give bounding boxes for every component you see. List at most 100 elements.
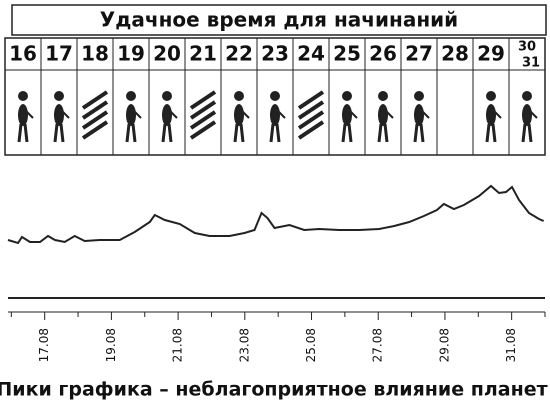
calendar-frame — [4, 37, 546, 156]
pictogram-leg — [53, 123, 59, 143]
stripe — [81, 120, 109, 140]
pictogram-arm — [382, 107, 394, 119]
pictogram-head — [234, 91, 244, 101]
pictogram-leg — [341, 123, 347, 143]
day-number: 29 — [477, 42, 505, 66]
pictogram-body — [378, 104, 388, 126]
pictogram-arm — [490, 107, 502, 119]
pictogram-body — [414, 104, 424, 126]
day-number: 17 — [45, 42, 73, 66]
pictogram-leg — [161, 123, 167, 143]
stripe — [297, 90, 325, 110]
pictogram-body — [234, 104, 244, 126]
day-number: 20 — [153, 42, 181, 66]
pictogram-leg — [383, 123, 389, 143]
day-number: 24 — [297, 42, 325, 66]
pictogram-head — [162, 91, 172, 101]
pictogram-body — [54, 104, 64, 126]
pictogram-head — [486, 91, 496, 101]
day-number: 23 — [261, 42, 289, 66]
pictogram-head — [54, 91, 64, 101]
pictogram-arm — [22, 107, 34, 119]
stripe — [189, 100, 217, 120]
day-number: 22 — [225, 42, 253, 66]
pictogram-body — [486, 104, 496, 126]
day-number: 25 — [333, 42, 361, 66]
day-number: 27 — [405, 42, 433, 66]
x-tick-label: 25.08 — [304, 328, 318, 362]
x-tick-label: 17.08 — [37, 328, 51, 362]
pictogram-leg — [59, 123, 65, 143]
x-tick-label: 27.08 — [371, 328, 385, 362]
pictogram-head — [342, 91, 352, 101]
pictogram-leg — [23, 123, 29, 143]
pictogram-head — [522, 91, 532, 101]
pictogram-leg — [419, 123, 425, 143]
day-number: 21 — [189, 42, 217, 66]
pictogram-arm — [418, 107, 430, 119]
pictogram-head — [18, 91, 28, 101]
pictogram-leg — [131, 123, 137, 143]
stripe — [189, 110, 217, 130]
day-number: 28 — [441, 42, 469, 66]
data-line — [7, 184, 545, 245]
pictogram-leg — [17, 123, 23, 143]
stripe — [81, 100, 109, 120]
title: Удачное время для начинаний — [100, 8, 458, 32]
pictogram-arm — [274, 107, 286, 119]
day-number: 31 — [522, 56, 540, 71]
pictogram-head — [126, 91, 136, 101]
x-tick-label: 21.08 — [171, 328, 185, 362]
day-number: 19 — [117, 42, 145, 66]
pictogram-arm — [130, 107, 142, 119]
stripe — [189, 90, 217, 110]
title-box — [11, 4, 547, 36]
pictogram-leg — [347, 123, 353, 143]
pictogram-leg — [485, 123, 491, 143]
stripe — [81, 90, 109, 110]
stripe — [297, 100, 325, 120]
pictogram-arm — [238, 107, 250, 119]
day-number: 26 — [369, 42, 397, 66]
caption: Пики графика – неблагоприятное влияние п… — [0, 379, 548, 401]
day-number: 30 — [518, 40, 536, 55]
pictogram-body — [342, 104, 352, 126]
pictogram-leg — [527, 123, 533, 143]
stripe — [297, 120, 325, 140]
pictogram-head — [270, 91, 280, 101]
pictogram-body — [270, 104, 280, 126]
x-tick-label: 29.08 — [437, 328, 451, 362]
pictogram-leg — [491, 123, 497, 143]
pictogram-body — [522, 104, 532, 126]
stripe — [297, 110, 325, 130]
pictogram-body — [18, 104, 28, 126]
day-number: 16 — [9, 42, 37, 66]
x-tick-label: 19.08 — [104, 328, 118, 362]
pictogram-leg — [413, 123, 419, 143]
x-tick-label: 23.08 — [237, 328, 251, 362]
chart: 17.08 19.08 21.08 23.08 25.08 27.08 29.08 31.08 — [7, 184, 546, 362]
stripe — [81, 110, 109, 130]
pictogram-body — [126, 104, 136, 126]
pictogram-arm — [346, 107, 358, 119]
pictogram-head — [414, 91, 424, 101]
pictogram-arm — [526, 107, 538, 119]
pictogram-leg — [167, 123, 173, 143]
pictogram-arm — [58, 107, 70, 119]
pictogram-arm — [166, 107, 178, 119]
pictogram-leg — [521, 123, 527, 143]
stripe — [189, 120, 217, 140]
pictogram-head — [378, 91, 388, 101]
day-number: 18 — [81, 42, 109, 66]
pictogram-leg — [239, 123, 245, 143]
pictogram-leg — [233, 123, 239, 143]
pictogram-leg — [275, 123, 281, 143]
pictogram-leg — [377, 123, 383, 143]
x-tick-label: 31.08 — [504, 328, 518, 362]
pictogram-body — [162, 104, 172, 126]
pictogram-leg — [125, 123, 131, 143]
pictogram-leg — [269, 123, 275, 143]
